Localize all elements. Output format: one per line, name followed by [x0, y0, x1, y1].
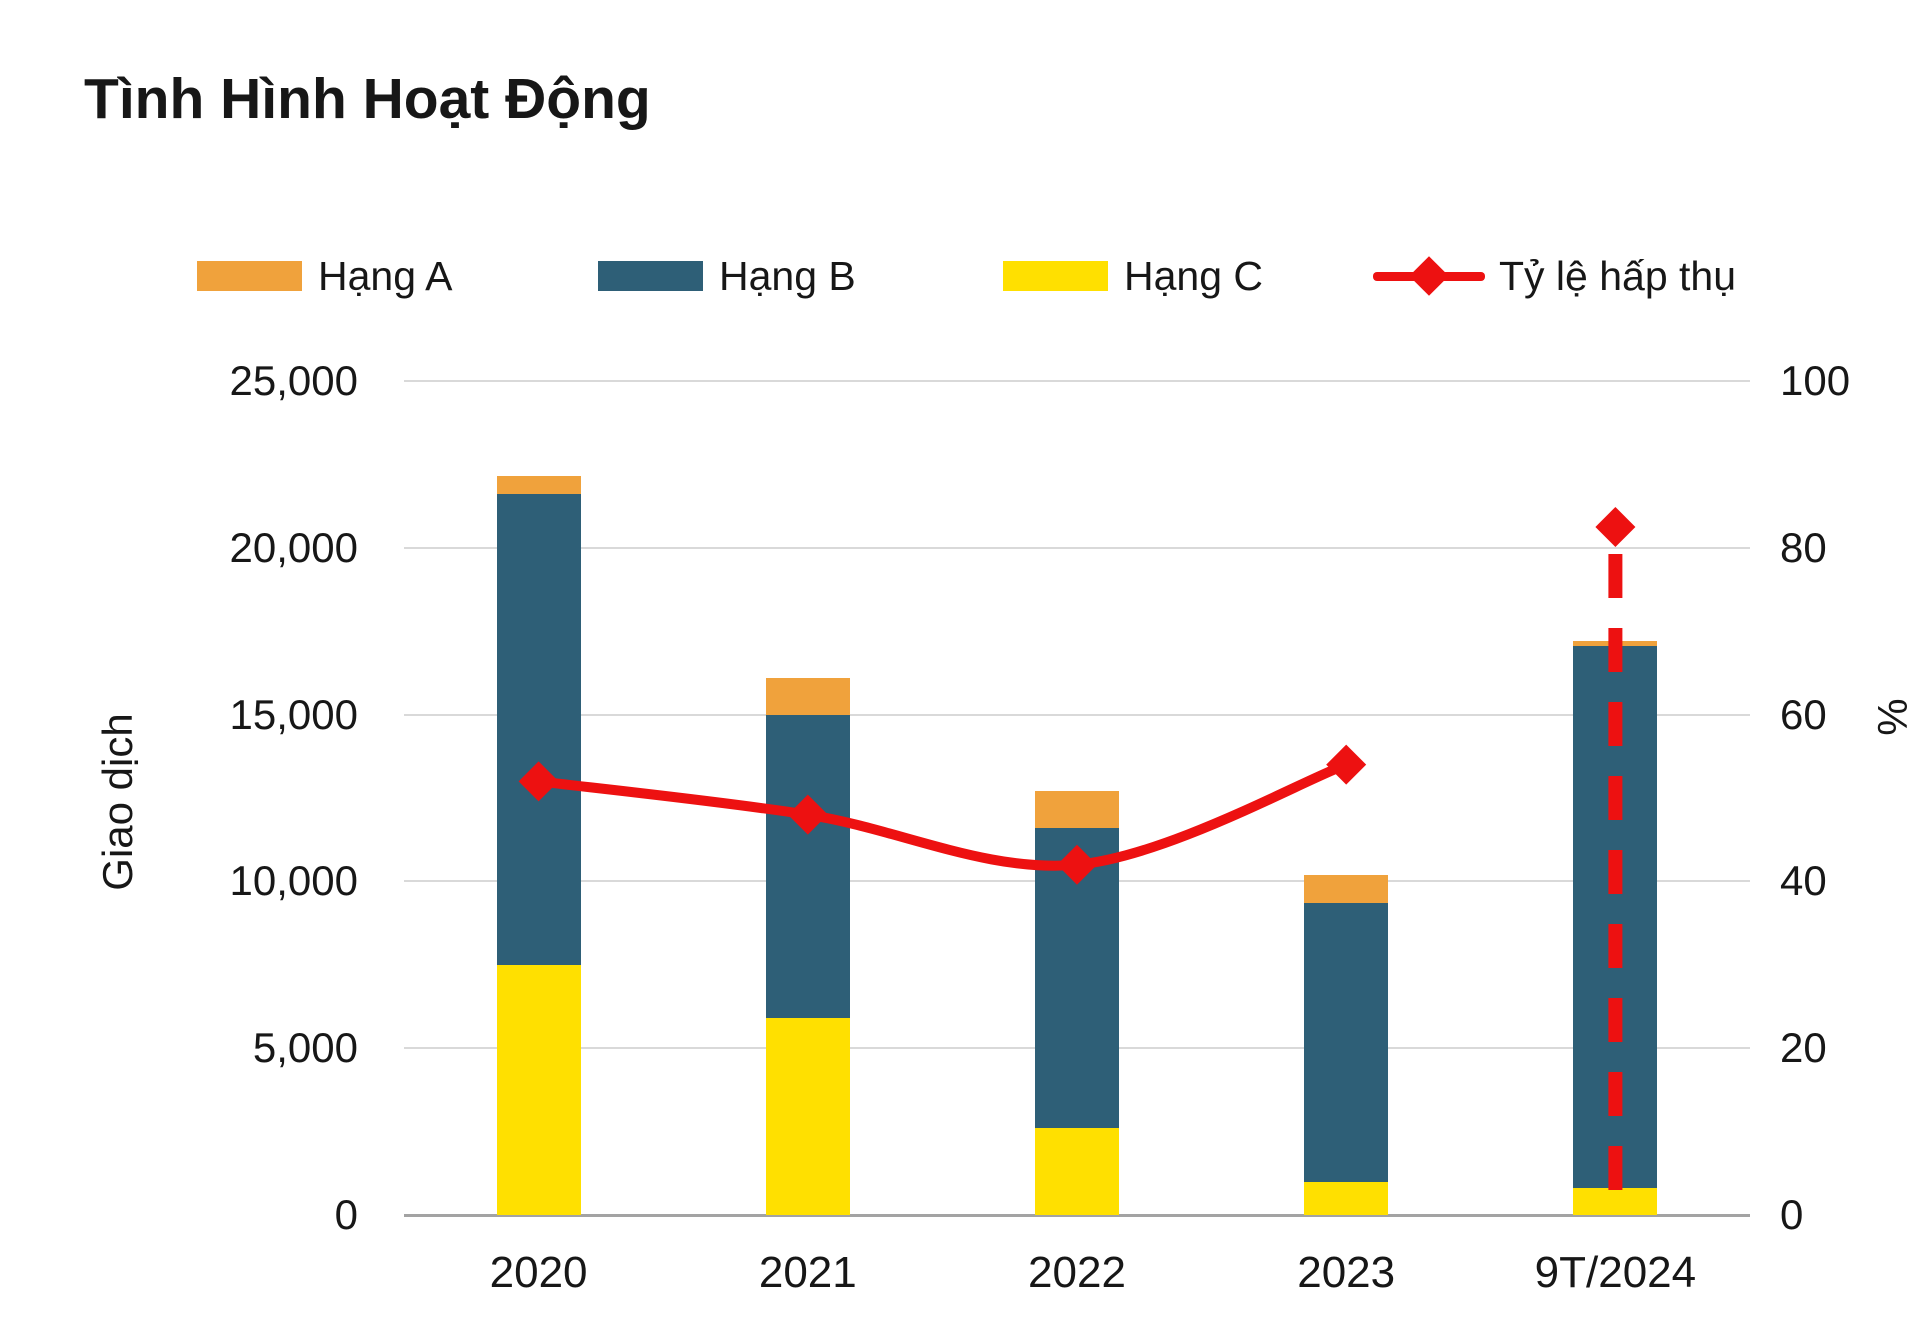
- legend-swatch-hng-b: [598, 261, 703, 291]
- chart-title: Tình Hình Hoạt Động: [84, 67, 651, 132]
- bar-segment-2020-hng-c: [496, 964, 581, 1215]
- x-axis-label-2020: 2020: [489, 1248, 588, 1297]
- gridline: [404, 546, 1750, 549]
- legend-item-hng-a: Hạng A: [197, 252, 453, 300]
- absorption-rate-line: [533, 759, 1352, 871]
- right-axis-tick-60: 60: [1780, 690, 1827, 738]
- right-axis-tick-80: 80: [1780, 523, 1827, 571]
- bar-segment-2020-hng-b: [496, 494, 581, 965]
- bar-segment-2023-hng-b: [1304, 903, 1389, 1182]
- x-axis-line: [404, 1214, 1750, 1217]
- legend-item-t-l-hp-th: Tỷ lệ hấp thụ: [1373, 252, 1736, 300]
- diamond-marker-9t-2024: [1595, 506, 1636, 547]
- diamond-marker-2023: [1326, 744, 1367, 785]
- legend-label: Hạng C: [1124, 252, 1264, 299]
- diamond-marker-2021: [787, 794, 828, 835]
- legend-item-hng-c: Hạng C: [1003, 252, 1263, 300]
- left-axis-tick-20000: 20,000: [229, 523, 358, 571]
- diamond-marker-2022: [1057, 844, 1097, 885]
- right-axis-tick-0: 0: [1780, 1191, 1804, 1238]
- x-axis-label-2023: 2023: [1297, 1248, 1396, 1297]
- left-axis-tick-0: 0: [334, 1191, 358, 1238]
- bar-segment-2021-hng-c: [765, 1018, 850, 1215]
- bar-segment-2021-hng-a: [765, 677, 850, 715]
- bar-segment-2022-hng-a: [1035, 791, 1119, 828]
- bar-segment-2022-hng-c: [1035, 1128, 1119, 1215]
- left-axis-tick-15000: 15,000: [229, 690, 358, 738]
- legend-label: Hạng A: [318, 252, 453, 299]
- x-axis-label-9t-2024: 9T/2024: [1534, 1248, 1697, 1297]
- legend-item-hng-b: Hạng B: [598, 252, 856, 300]
- legend-label: Hạng B: [719, 252, 856, 299]
- bar-segment-2021-hng-b: [765, 714, 850, 1019]
- left-axis-tick-5000: 5,000: [252, 1024, 358, 1072]
- x-axis-label-2022: 2022: [1028, 1248, 1126, 1297]
- gridline: [404, 713, 1750, 716]
- legend-label: Tỷ lệ hấp thụ: [1499, 252, 1737, 299]
- right-axis-tick-100: 100: [1780, 357, 1851, 404]
- bar-segment-9t-2024-hng-c: [1573, 1188, 1658, 1215]
- bar-segment-2023-hng-c: [1304, 1181, 1389, 1215]
- legend-swatch-hng-c: [1003, 261, 1108, 291]
- x-axis-label-2021: 2021: [758, 1248, 857, 1297]
- diamond-marker-2020: [518, 761, 559, 802]
- bar-segment-2020-hng-a: [496, 476, 581, 495]
- right-axis-tick-40: 40: [1780, 857, 1827, 905]
- legend-line-diamond-marker: [1373, 256, 1485, 296]
- bar-segment-2023-hng-a: [1304, 874, 1389, 904]
- right-axis-tick-20: 20: [1780, 1024, 1827, 1072]
- gridline: [404, 380, 1750, 382]
- left-axis-tick-10000: 10,000: [229, 857, 358, 905]
- legend-swatch-hng-a: [197, 261, 302, 291]
- left-axis-tick-25000: 25,000: [229, 357, 358, 404]
